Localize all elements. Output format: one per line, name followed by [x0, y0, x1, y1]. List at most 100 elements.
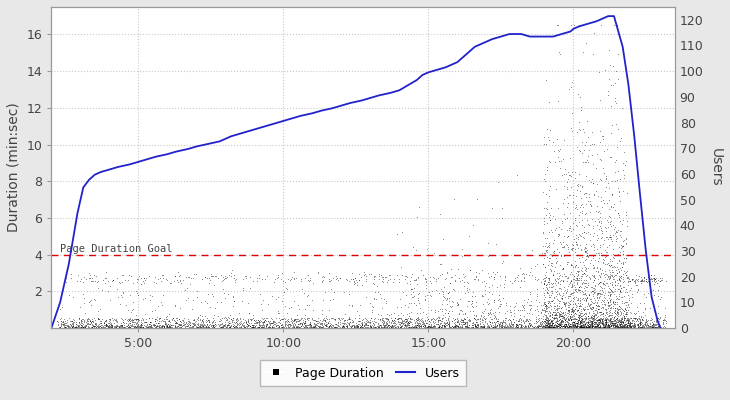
Point	[577, 322, 589, 328]
Point	[595, 323, 607, 330]
Point	[115, 322, 127, 328]
Point	[348, 322, 360, 328]
Point	[576, 309, 588, 316]
Point	[220, 321, 231, 328]
Point	[615, 293, 626, 300]
Point	[114, 324, 126, 330]
Point	[614, 317, 626, 324]
Point	[536, 322, 548, 329]
Point	[484, 318, 496, 325]
Point	[580, 290, 591, 297]
Point	[577, 320, 589, 327]
Point	[507, 323, 518, 330]
Point	[325, 286, 337, 292]
Point	[554, 308, 566, 314]
Point	[161, 324, 172, 330]
Point	[352, 318, 364, 324]
Point	[633, 324, 645, 330]
Point	[545, 318, 556, 324]
Point	[582, 323, 593, 330]
Point	[579, 159, 591, 166]
Point	[267, 324, 279, 330]
Point	[525, 321, 537, 327]
Point	[567, 300, 579, 307]
Point	[380, 300, 392, 306]
Point	[515, 323, 527, 329]
Point	[128, 324, 140, 330]
Point	[407, 324, 419, 331]
Point	[589, 319, 601, 325]
Point	[611, 324, 623, 330]
Point	[534, 324, 545, 331]
Point	[317, 323, 328, 330]
Point	[365, 323, 377, 329]
Point	[561, 299, 572, 305]
Point	[620, 324, 632, 331]
Point	[176, 322, 188, 328]
Point	[356, 324, 368, 331]
Point	[539, 303, 551, 310]
Point	[166, 322, 177, 328]
Point	[557, 156, 569, 162]
Point	[169, 324, 181, 330]
Point	[177, 322, 189, 328]
Point	[541, 322, 553, 328]
Point	[592, 321, 604, 328]
Point	[544, 321, 556, 327]
Point	[588, 310, 600, 316]
Point	[581, 325, 593, 331]
Point	[591, 222, 603, 228]
Point	[592, 318, 604, 325]
Point	[172, 324, 183, 330]
Point	[92, 322, 104, 329]
Point	[434, 323, 445, 329]
Point	[496, 322, 507, 328]
Point	[548, 148, 560, 154]
Point	[323, 323, 335, 329]
Point	[583, 318, 594, 325]
Point	[225, 316, 237, 322]
Point	[538, 218, 550, 224]
Point	[614, 282, 626, 288]
Point	[563, 324, 575, 331]
Point	[610, 282, 621, 288]
Point	[592, 306, 604, 312]
Point	[245, 316, 256, 322]
Point	[531, 306, 542, 312]
Point	[588, 284, 600, 291]
Point	[103, 324, 115, 330]
Point	[218, 274, 229, 280]
Point	[602, 280, 613, 286]
Point	[576, 322, 588, 329]
Point	[550, 312, 561, 318]
Point	[319, 318, 331, 324]
Point	[347, 278, 359, 284]
Point	[55, 323, 67, 329]
Point	[548, 294, 559, 301]
Point	[355, 322, 366, 329]
Point	[588, 247, 600, 253]
Point	[229, 323, 241, 329]
Point	[584, 295, 596, 302]
Point	[588, 264, 600, 271]
Point	[361, 316, 372, 322]
Point	[500, 324, 512, 330]
Point	[612, 227, 624, 234]
Point	[423, 278, 435, 284]
Point	[625, 324, 637, 330]
Point	[619, 321, 631, 327]
Point	[636, 322, 648, 328]
Point	[464, 322, 475, 328]
Point	[612, 319, 624, 326]
Point	[189, 324, 201, 331]
Point	[610, 325, 622, 331]
Point	[437, 236, 449, 242]
Point	[607, 192, 618, 199]
Point	[377, 324, 388, 330]
Point	[393, 319, 405, 326]
Point	[137, 324, 149, 331]
Point	[237, 324, 249, 331]
Point	[566, 281, 578, 288]
Point	[292, 302, 304, 308]
Point	[147, 325, 159, 331]
